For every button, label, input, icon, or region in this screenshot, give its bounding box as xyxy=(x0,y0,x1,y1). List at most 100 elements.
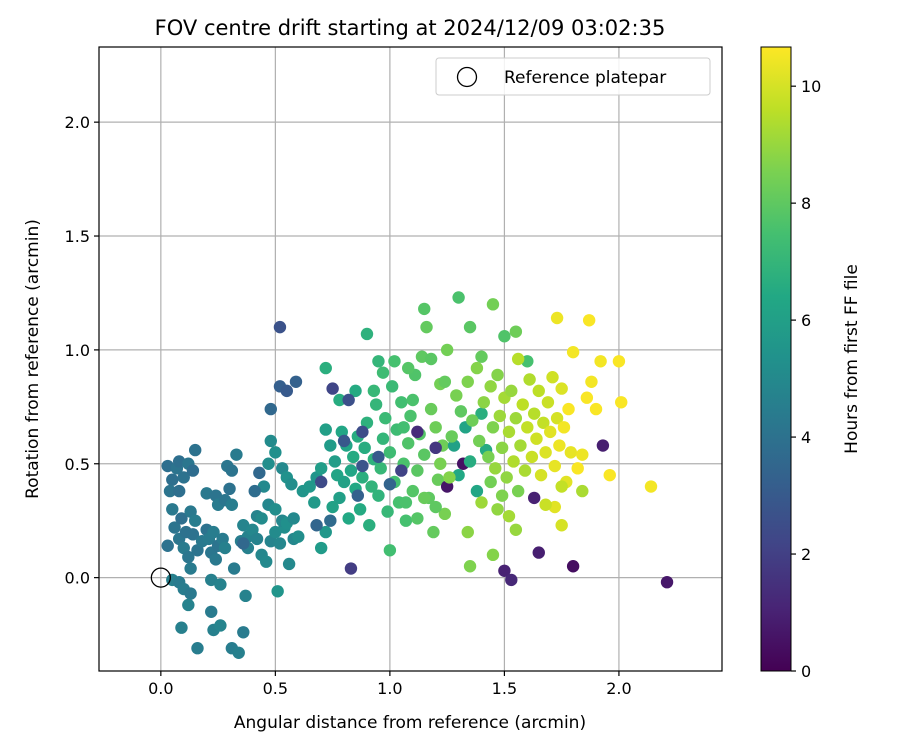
data-point xyxy=(399,496,413,509)
plot-frame xyxy=(98,46,723,672)
data-point xyxy=(188,514,202,527)
data-point xyxy=(223,482,236,496)
data-point xyxy=(489,462,502,475)
data-point xyxy=(555,480,568,493)
data-point xyxy=(172,484,186,498)
data-point xyxy=(253,466,266,480)
data-point xyxy=(360,327,374,341)
data-point xyxy=(182,598,195,612)
data-point xyxy=(424,402,438,416)
data-point xyxy=(273,537,287,550)
data-point xyxy=(310,519,323,532)
data-point xyxy=(232,646,245,659)
data-point xyxy=(402,437,415,450)
reference-platepar-marker xyxy=(150,567,171,588)
data-point xyxy=(491,503,504,516)
data-point xyxy=(175,621,188,634)
data-point xyxy=(287,512,300,525)
data-point xyxy=(230,448,243,461)
data-point xyxy=(580,391,594,404)
data-point xyxy=(532,546,545,559)
data-point xyxy=(209,553,223,566)
data-point xyxy=(418,448,431,461)
colorbar-label: Hours from first FF file xyxy=(842,264,862,454)
data-point xyxy=(402,361,415,375)
data-point xyxy=(500,471,513,484)
data-points xyxy=(161,291,674,659)
data-point xyxy=(582,314,596,327)
data-point xyxy=(369,398,383,411)
data-point xyxy=(397,421,410,434)
data-point xyxy=(557,421,571,434)
data-point xyxy=(237,519,250,532)
data-point xyxy=(372,489,385,502)
data-point xyxy=(420,320,433,334)
data-point xyxy=(411,425,424,439)
plot-area xyxy=(98,46,723,672)
data-point xyxy=(260,555,273,568)
data-point xyxy=(285,478,298,491)
data-point xyxy=(353,503,367,516)
data-point xyxy=(518,464,532,477)
data-point xyxy=(406,484,419,498)
data-point xyxy=(166,473,179,486)
data-point xyxy=(511,352,525,366)
data-point xyxy=(511,484,525,498)
data-point xyxy=(406,393,419,407)
data-point xyxy=(385,380,399,393)
data-point xyxy=(454,405,468,418)
colorbar-tick-label: 6 xyxy=(801,311,811,330)
data-point xyxy=(166,503,179,516)
data-point xyxy=(546,371,559,384)
data-point xyxy=(163,484,177,498)
data-point xyxy=(333,393,346,407)
colorbar-ticks: 0 2 4 6 8 10 xyxy=(791,77,821,681)
data-point xyxy=(255,512,268,525)
chart-title: FOV centre drift starting at 2024/12/09 … xyxy=(155,16,666,40)
data-point xyxy=(225,464,239,477)
x-axis-ticks: 0.0 0.5 1.0 1.5 2.0 xyxy=(148,671,632,698)
data-point xyxy=(324,439,337,452)
data-point xyxy=(550,412,564,425)
data-point xyxy=(168,521,181,534)
data-point xyxy=(544,425,557,439)
data-point xyxy=(429,441,442,455)
colorbar-tick-label: 10 xyxy=(801,77,821,96)
data-point xyxy=(161,539,174,552)
data-point xyxy=(431,473,445,486)
data-point xyxy=(566,345,580,359)
data-point xyxy=(475,496,488,509)
data-point xyxy=(264,402,277,416)
data-point xyxy=(314,475,328,489)
legend: Reference platepar xyxy=(435,57,711,96)
data-point xyxy=(486,421,500,434)
data-point xyxy=(367,384,381,398)
y-axis-ticks: 0.0 0.5 1.0 1.5 2.0 xyxy=(65,113,99,588)
data-point xyxy=(484,475,497,489)
data-point xyxy=(495,489,509,502)
data-point xyxy=(566,560,580,573)
data-point xyxy=(184,562,197,575)
legend-marker-icon xyxy=(456,66,478,88)
data-point xyxy=(347,450,360,464)
y-tick-label: 0.5 xyxy=(65,455,90,474)
data-point xyxy=(473,434,486,448)
data-point xyxy=(418,491,431,505)
data-point xyxy=(525,450,539,464)
data-point xyxy=(411,512,424,525)
data-point xyxy=(175,512,188,525)
data-point xyxy=(191,642,204,655)
data-point xyxy=(438,375,452,388)
data-point xyxy=(376,432,390,445)
data-point xyxy=(571,462,584,475)
data-point xyxy=(269,503,282,516)
data-point xyxy=(491,368,504,382)
data-point xyxy=(555,519,568,532)
data-point xyxy=(509,412,523,425)
data-point xyxy=(182,550,195,564)
data-point xyxy=(521,421,534,434)
data-point xyxy=(349,384,362,398)
data-point xyxy=(527,407,541,420)
data-point xyxy=(470,484,484,498)
data-point xyxy=(596,439,610,452)
